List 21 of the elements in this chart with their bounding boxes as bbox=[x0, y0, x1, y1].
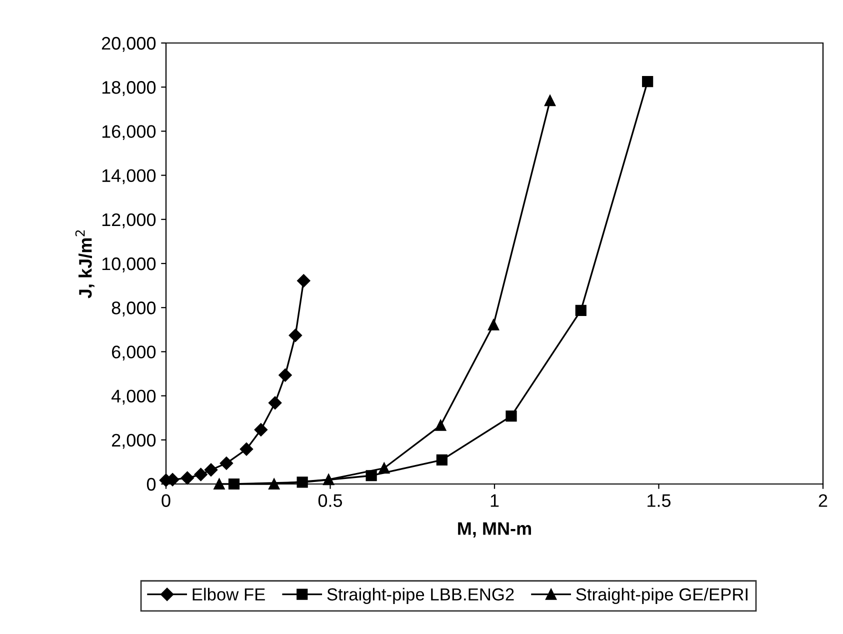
x-tick-label: 1 bbox=[490, 494, 499, 507]
y-tick-label: 6,000 bbox=[112, 346, 156, 361]
legend-label: Elbow FE bbox=[192, 588, 265, 601]
y-axis-title: J, kJ/m$^{2}$ bbox=[75, 230, 94, 298]
y-tick-label: 14,000 bbox=[102, 169, 156, 184]
y-tick-label: 4,000 bbox=[112, 390, 156, 405]
y-tick-label: 16,000 bbox=[102, 125, 156, 140]
y-tick-label: 12,000 bbox=[102, 213, 156, 228]
y-tick-label: 2,000 bbox=[112, 434, 156, 449]
x-axis-title: M, MN-m bbox=[458, 522, 531, 538]
x-tick-label: 0.5 bbox=[318, 494, 342, 507]
y-tick-label: 18,000 bbox=[102, 81, 156, 96]
legend-label: Straight-pipe LBB.ENG2 bbox=[327, 588, 514, 604]
y-tick-label: 10,000 bbox=[102, 257, 156, 272]
x-tick-label: 0 bbox=[162, 494, 170, 507]
y-tick-label: 0 bbox=[146, 478, 156, 491]
x-tick-label: 1.5 bbox=[648, 494, 671, 507]
x-tick-label: 2 bbox=[818, 494, 828, 507]
y-tick-label: 8,000 bbox=[112, 302, 156, 316]
y-tick-label: 20,000 bbox=[102, 36, 156, 52]
legend-label: Straight-pipe GE/EPRI bbox=[576, 588, 748, 604]
